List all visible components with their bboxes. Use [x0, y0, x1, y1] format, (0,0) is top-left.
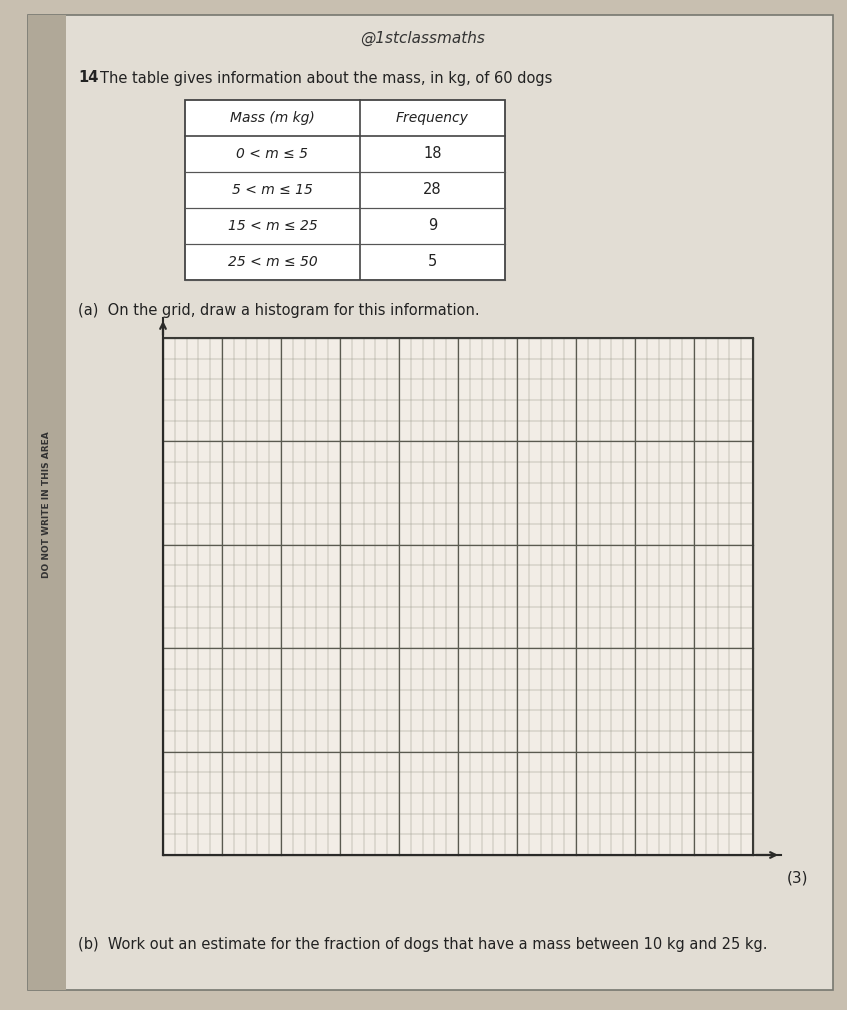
- Text: 9: 9: [428, 218, 437, 233]
- Text: (3): (3): [787, 871, 808, 886]
- Text: The table gives information about the mass, in kg, of 60 dogs: The table gives information about the ma…: [100, 71, 552, 86]
- Text: @1stclassmaths: @1stclassmaths: [361, 30, 485, 45]
- Text: 18: 18: [424, 146, 442, 162]
- Text: 0 < m ≤ 5: 0 < m ≤ 5: [236, 147, 308, 161]
- Text: 25 < m ≤ 50: 25 < m ≤ 50: [228, 255, 318, 269]
- Bar: [185, 100, 505, 280]
- Bar: [163, 338, 753, 855]
- Text: Mass (m kg): Mass (m kg): [230, 111, 315, 125]
- Text: (b)  Work out an estimate for the fraction of dogs that have a mass between 10 k: (b) Work out an estimate for the fractio…: [78, 937, 767, 952]
- Text: DO NOT WRITE IN THIS AREA: DO NOT WRITE IN THIS AREA: [42, 431, 52, 579]
- Text: 15 < m ≤ 25: 15 < m ≤ 25: [228, 219, 318, 233]
- Bar: [185, 100, 505, 280]
- Bar: [163, 338, 753, 855]
- Text: Frequency: Frequency: [396, 111, 469, 125]
- Bar: [28, 15, 66, 990]
- Text: (a)  On the grid, draw a histogram for this information.: (a) On the grid, draw a histogram for th…: [78, 303, 479, 317]
- Text: 28: 28: [424, 183, 442, 198]
- Text: 5: 5: [428, 255, 437, 270]
- Text: 14: 14: [78, 71, 98, 86]
- Text: 5 < m ≤ 15: 5 < m ≤ 15: [232, 183, 313, 197]
